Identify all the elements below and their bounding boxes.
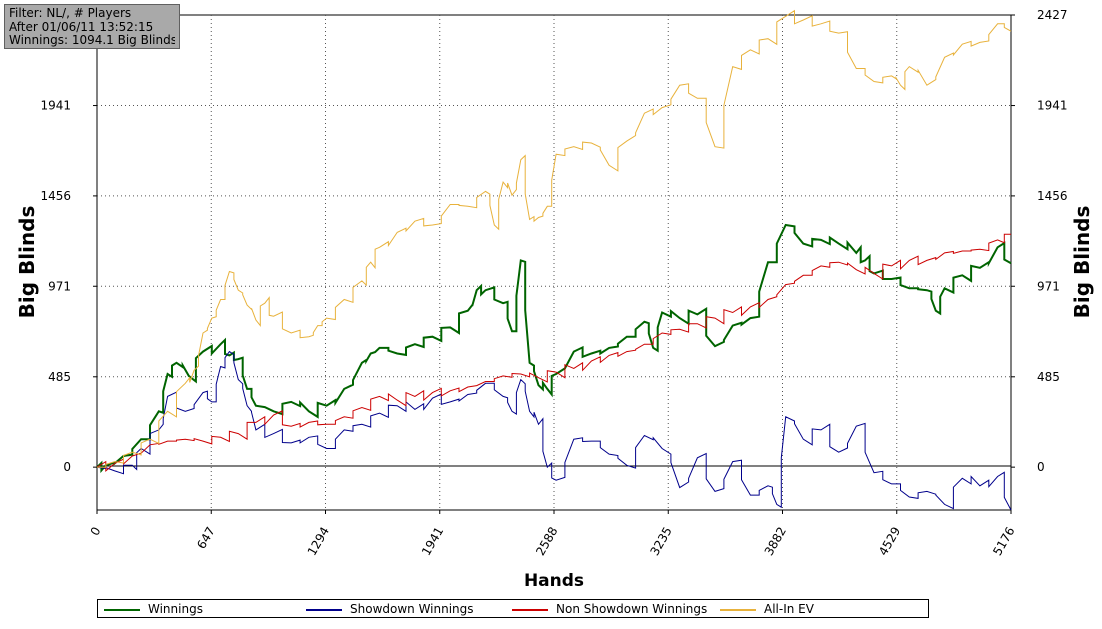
legend-swatch-winnings bbox=[104, 608, 140, 611]
x-tick-label: 3235 bbox=[647, 525, 674, 558]
series-line-non-showdown-winnings bbox=[96, 233, 1011, 472]
filter-text: Filter: NL/, # Players bbox=[9, 7, 132, 20]
legend-item-allin: All-In EV bbox=[720, 601, 814, 617]
after-date-text: After 01/06/11 13:52:15 bbox=[9, 20, 154, 34]
y-axis-title-right: Big Blinds bbox=[1070, 206, 1094, 319]
x-tick-label: 5176 bbox=[990, 525, 1017, 558]
series-line-showdown-winnings bbox=[96, 350, 1012, 511]
y-tick-label-right: 971 bbox=[1037, 279, 1060, 293]
y-tick-label-left: 0 bbox=[63, 460, 71, 474]
x-tick-label: 647 bbox=[194, 525, 218, 552]
y-tick-label-left: 485 bbox=[48, 370, 71, 384]
legend-label-winnings: Winnings bbox=[148, 602, 203, 616]
x-axis-title: Hands bbox=[524, 571, 584, 591]
series-lines bbox=[96, 9, 1012, 511]
x-tick-label: 4529 bbox=[876, 525, 903, 558]
y-tick-label-right: 2427 bbox=[1037, 8, 1068, 22]
series-line-all-in-ev bbox=[97, 9, 1012, 468]
x-tick-label: 1294 bbox=[305, 525, 332, 558]
legend-swatch-showdown bbox=[306, 608, 342, 611]
y-tick-label-left: 971 bbox=[48, 279, 71, 293]
legend-item-winnings: Winnings bbox=[104, 601, 203, 617]
chart-legend: Winnings Showdown Winnings Non Showdown … bbox=[97, 599, 929, 618]
y-tick-label-left: 1941 bbox=[40, 99, 71, 113]
filter-info-box: Filter: NL/, # Players After 01/06/11 13… bbox=[4, 4, 180, 49]
y-tick-label-right: 485 bbox=[1037, 370, 1060, 384]
x-tick-label: 2588 bbox=[533, 525, 560, 558]
y-tick-label-right: 1456 bbox=[1037, 189, 1068, 203]
legend-item-showdown: Showdown Winnings bbox=[306, 601, 474, 617]
legend-item-nonshowdown: Non Showdown Winnings bbox=[512, 601, 707, 617]
legend-swatch-allin bbox=[720, 608, 756, 611]
grid-lines bbox=[97, 15, 1011, 510]
legend-swatch-nonshowdown bbox=[512, 608, 548, 611]
y-tick-label-right: 1941 bbox=[1037, 99, 1068, 113]
x-tick-label: 0 bbox=[88, 525, 104, 539]
winnings-text: Winnings: 1094.1 Big Blinds bbox=[9, 34, 175, 47]
x-tick-label: 1941 bbox=[419, 525, 446, 558]
y-tick-label-left: 1456 bbox=[40, 189, 71, 203]
x-tick-label: 3882 bbox=[762, 525, 789, 558]
legend-label-showdown: Showdown Winnings bbox=[350, 602, 474, 616]
y-axis-title-left: Big Blinds bbox=[15, 206, 39, 319]
y-tick-label-right: 0 bbox=[1037, 460, 1045, 474]
legend-label-allin: All-In EV bbox=[764, 602, 814, 616]
legend-label-nonshowdown: Non Showdown Winnings bbox=[556, 602, 708, 616]
